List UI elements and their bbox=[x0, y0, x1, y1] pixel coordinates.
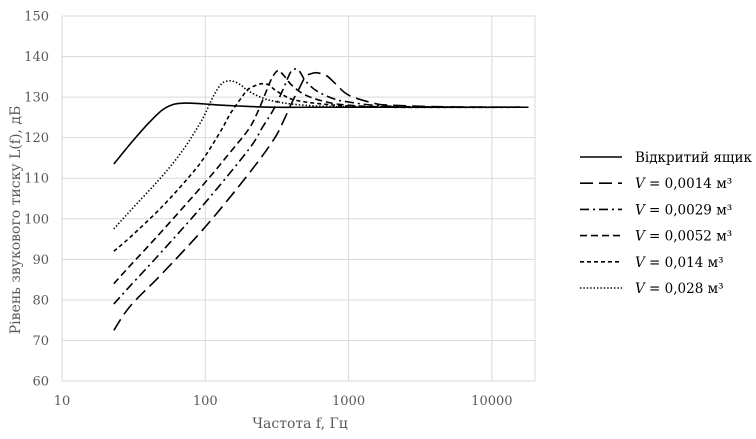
y-tick-label: 60 bbox=[32, 375, 49, 390]
legend-label-part: м³ bbox=[716, 176, 732, 192]
y-tick-label: 90 bbox=[32, 253, 49, 268]
legend-label-part: V bbox=[635, 229, 646, 245]
legend-label-part: = 0,0029 bbox=[645, 202, 716, 218]
legend-label-part: м³ bbox=[716, 202, 732, 218]
series-line-5 bbox=[113, 79, 529, 230]
legend-label-part: м³ bbox=[708, 255, 724, 271]
series-line-2 bbox=[113, 68, 529, 305]
legend-label-part: м³ bbox=[716, 229, 732, 245]
y-tick-label: 70 bbox=[32, 334, 49, 349]
y-tick-label: 120 bbox=[24, 131, 49, 146]
series-line-3 bbox=[113, 69, 529, 285]
legend-label-part: V bbox=[635, 176, 646, 192]
legend-label: V = 0,0029 м³ bbox=[635, 202, 732, 218]
y-axis-label: Рівень звукового тиску L(f), дБ bbox=[8, 106, 24, 335]
x-tick-label: 100 bbox=[193, 394, 218, 409]
legend-label-part: = 0,028 bbox=[645, 281, 708, 297]
x-tick-label: 10 bbox=[54, 394, 71, 409]
series-line-1 bbox=[113, 71, 529, 331]
legend-label-part: V bbox=[635, 281, 646, 297]
y-tick-label: 110 bbox=[24, 172, 49, 187]
legend-label-part: Відкритий ящик bbox=[635, 150, 752, 166]
x-tick-label: 10000 bbox=[471, 394, 512, 409]
x-axis-label: Частота f, Гц bbox=[252, 416, 348, 432]
grid-lines bbox=[61, 15, 536, 382]
y-tick-label: 100 bbox=[24, 212, 49, 227]
legend-label: V = 0,0014 м³ bbox=[635, 176, 732, 192]
series-line-0 bbox=[113, 102, 529, 165]
legend-label-part: = 0,014 bbox=[645, 255, 708, 271]
legend-label-part: = 0,0014 bbox=[645, 176, 716, 192]
legend-label-part: V bbox=[635, 202, 646, 218]
legend-label-part: V bbox=[635, 255, 646, 271]
y-axis-ticks: 60 70 80 90 100 110 120 130 140 150 bbox=[24, 10, 49, 390]
x-tick-label: 1000 bbox=[332, 394, 365, 409]
legend-label: V = 0,014 м³ bbox=[635, 255, 724, 271]
legend-label: V = 0,028 м³ bbox=[635, 281, 724, 297]
series-line-4 bbox=[113, 82, 529, 252]
legend-label-part: = 0,0052 bbox=[645, 229, 716, 245]
legend-label: Відкритий ящик bbox=[635, 150, 752, 166]
x-axis-ticks: 10 100 1000 10000 bbox=[54, 394, 513, 409]
legend-label-part: м³ bbox=[708, 281, 724, 297]
y-tick-label: 80 bbox=[32, 293, 49, 308]
series-lines bbox=[113, 68, 529, 331]
y-tick-label: 140 bbox=[24, 50, 49, 65]
legend-label: V = 0,0052 м³ bbox=[635, 229, 732, 245]
y-tick-label: 130 bbox=[24, 91, 49, 106]
y-tick-label: 150 bbox=[24, 10, 49, 25]
